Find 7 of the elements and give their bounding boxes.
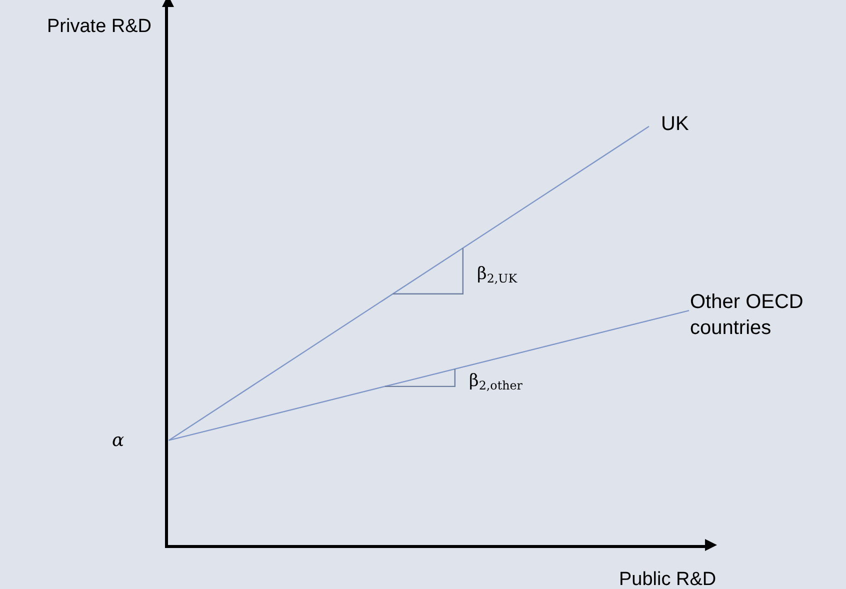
annotation: β$_{2,other}$	[469, 371, 523, 393]
text: α	[112, 430, 124, 451]
series-label: UK	[661, 113, 690, 135]
series-label: Other OECD countries	[690, 291, 804, 339]
x-axis-title: Public R&D	[619, 569, 716, 589]
annotation: β$_{2,UK}$	[477, 264, 518, 286]
y-axis-title: Private R&D	[47, 16, 152, 37]
